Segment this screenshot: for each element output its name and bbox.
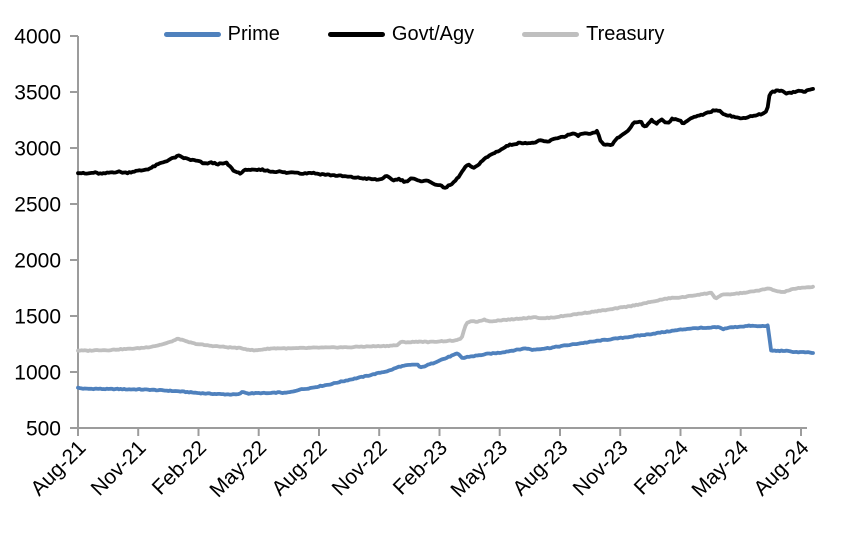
legend-item-treasury: Treasury	[522, 24, 664, 44]
y-tick-label: 2500	[14, 194, 61, 217]
y-tick-label: 3000	[14, 138, 61, 161]
x-tick-label: Feb-23	[389, 436, 452, 499]
y-tick-label: 500	[26, 418, 61, 441]
govt-agy-line	[76, 87, 815, 190]
legend-label-prime: Prime	[227, 23, 280, 45]
legend-item-prime: Prime	[163, 23, 280, 45]
treasury-line-sample	[522, 31, 580, 37]
legend-item-govt-agy: Govt/Agy	[327, 23, 475, 45]
x-tick-label: Nov-21	[87, 436, 151, 500]
x-tick-label: May-24	[687, 436, 753, 502]
chart-legend: Prime Govt/Agy Treasury	[0, 24, 840, 44]
x-tick-label: Feb-24	[630, 436, 694, 500]
y-tick-label: 3500	[14, 82, 61, 105]
x-tick-label: Aug-24	[749, 436, 813, 500]
govt-agy-line-sample	[327, 31, 385, 37]
x-tick-label: May-22	[205, 436, 271, 502]
prime-line	[76, 323, 815, 397]
prime-line-sample	[163, 31, 221, 37]
x-tick-label: Nov-23	[569, 436, 633, 500]
x-tick-label: Nov-22	[328, 436, 392, 500]
legend-label-govt-agy: Govt/Agy	[391, 23, 475, 45]
y-tick-label: 4000	[14, 26, 61, 49]
y-tick-label: 1000	[14, 362, 61, 385]
y-tick-label: 1500	[14, 306, 61, 329]
treasury-line	[76, 284, 815, 353]
legend-label-treasury: Treasury	[586, 23, 665, 45]
x-tick-label: Feb-22	[148, 436, 211, 499]
x-tick-label: May-23	[446, 436, 512, 502]
x-tick-label: Aug-23	[508, 436, 572, 500]
x-tick-label: Aug-21	[26, 436, 90, 500]
x-tick-label: Aug-22	[267, 436, 331, 500]
y-tick-label: 2000	[14, 250, 61, 273]
